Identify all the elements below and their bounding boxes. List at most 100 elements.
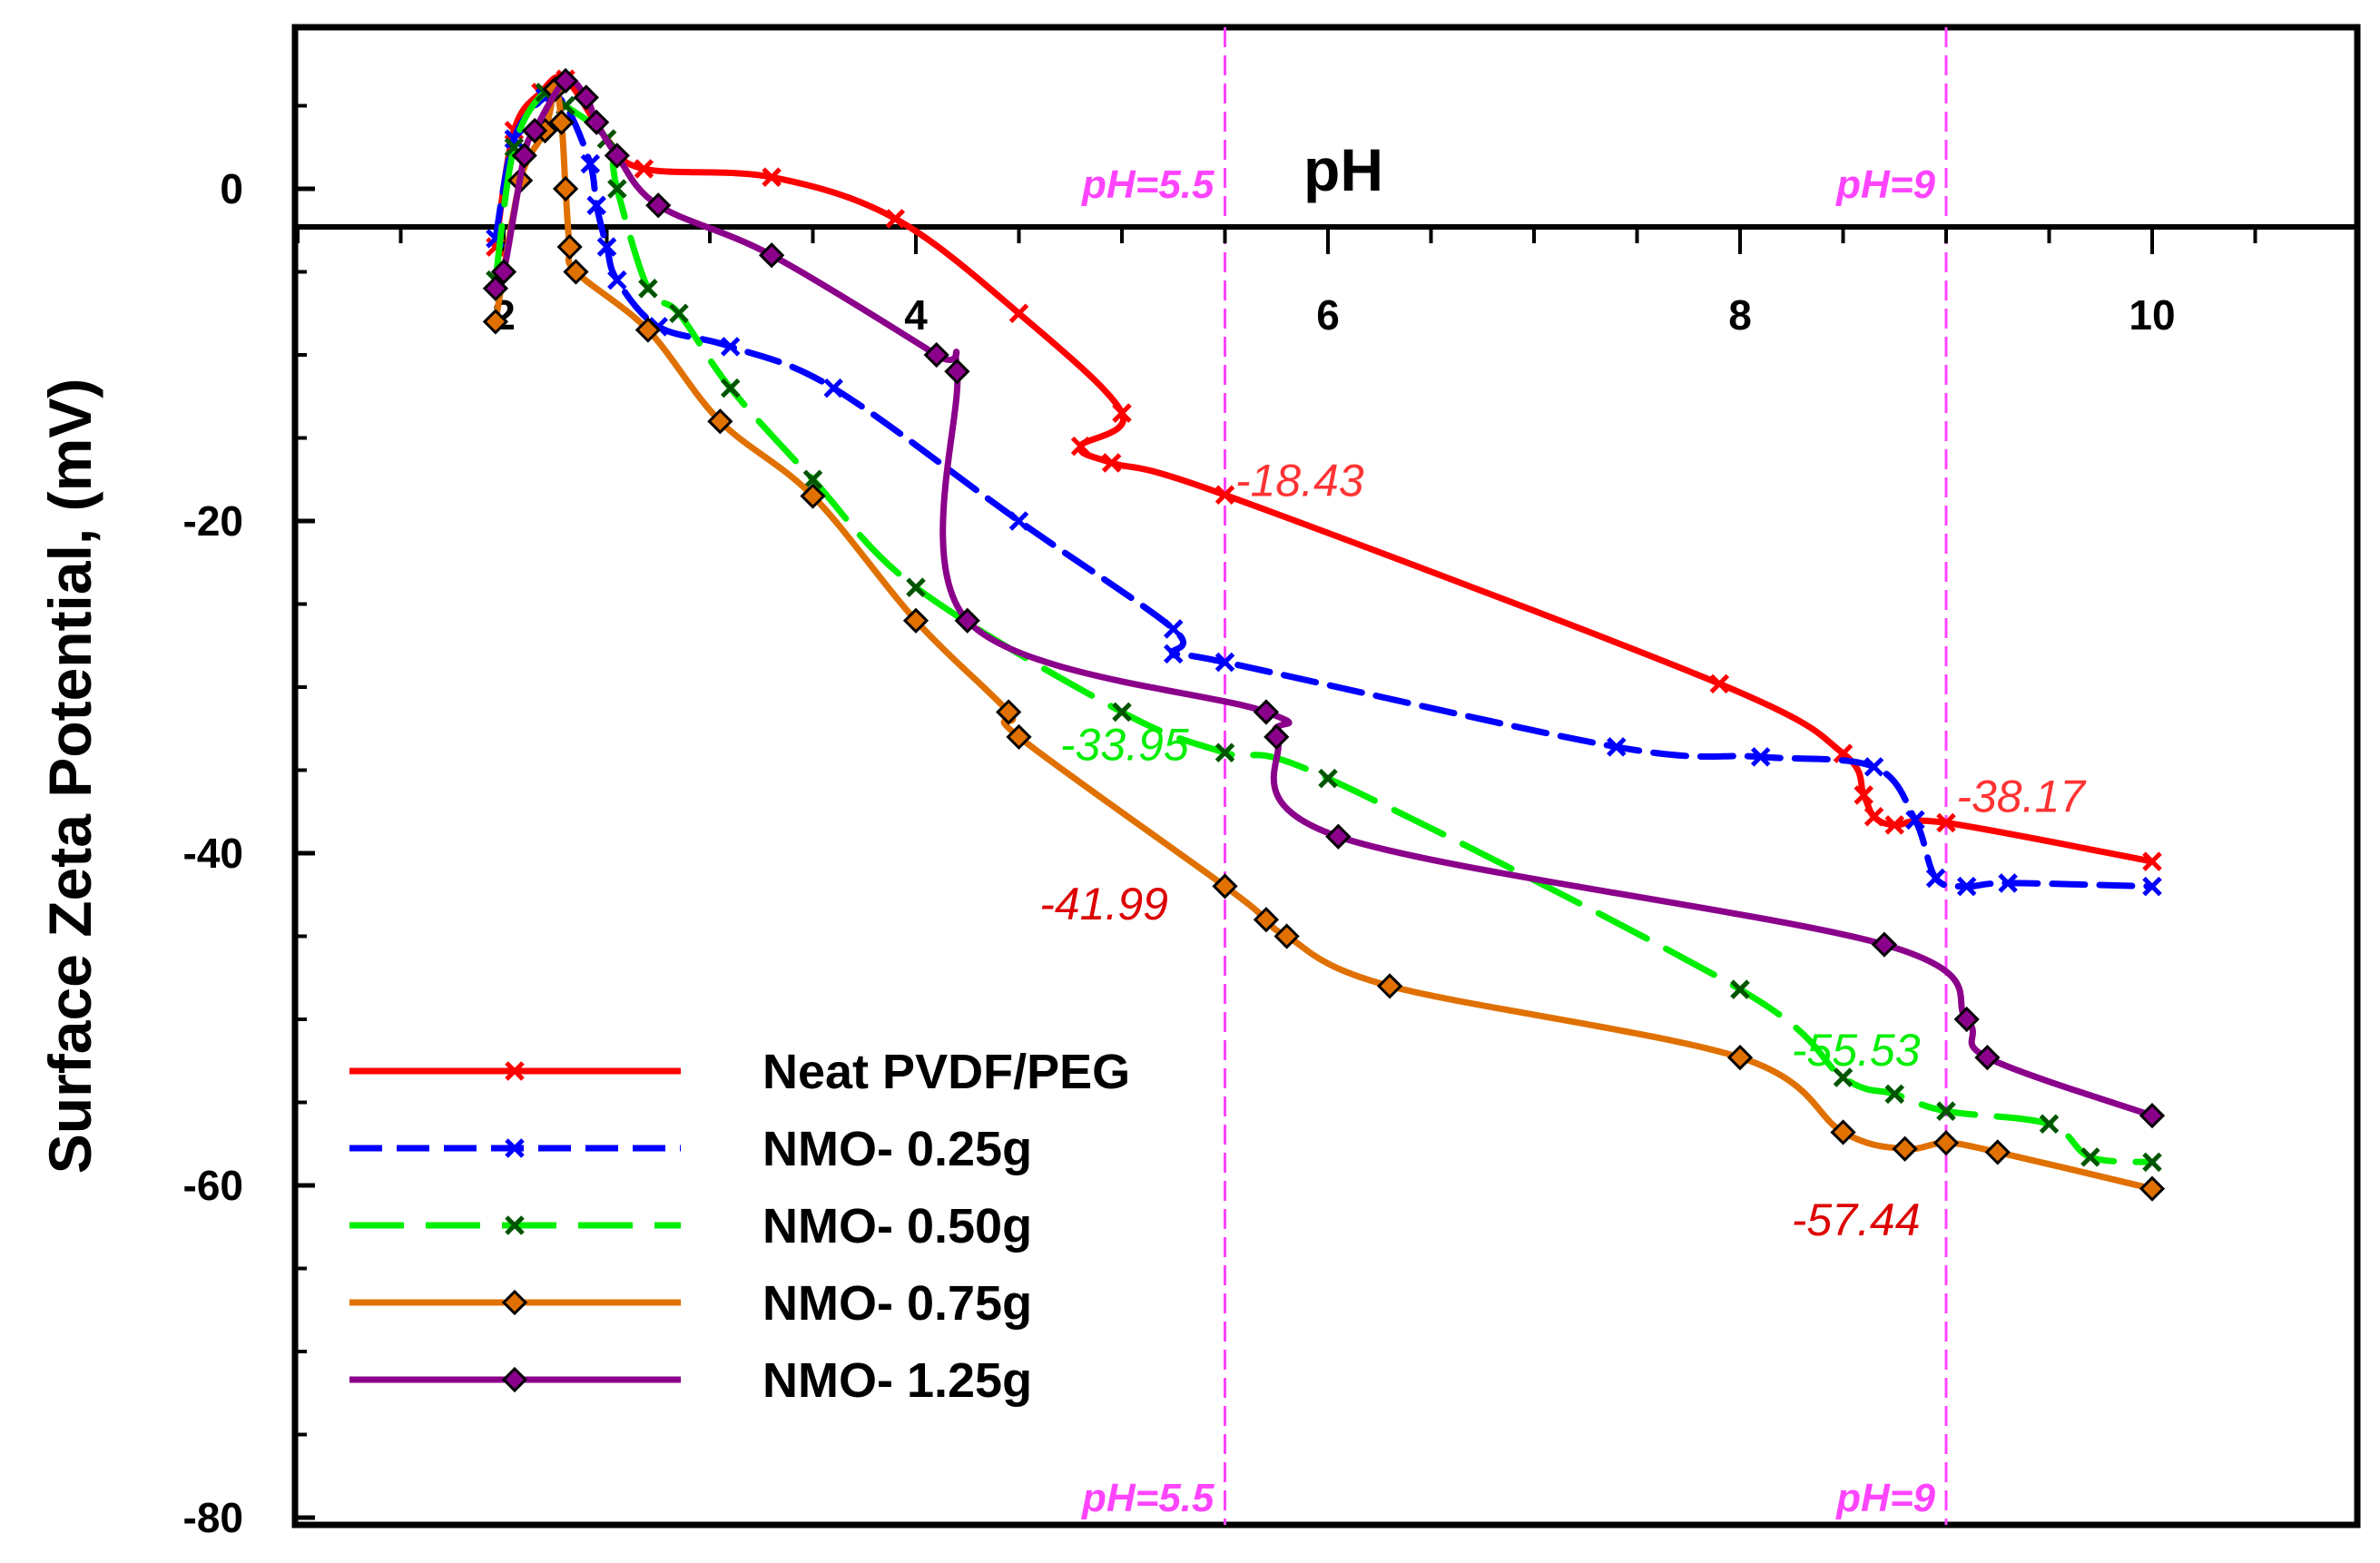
data-point <box>552 67 579 94</box>
data-point <box>669 303 689 324</box>
value-annotation: -33.95 <box>1060 720 1189 771</box>
x-tick-label: 6 <box>1316 291 1340 339</box>
legend-label: NMO- 0.75g <box>762 1276 1032 1331</box>
marker-stroke <box>2142 851 2162 871</box>
y-axis-title: Surface Zeta Potential, (mV) <box>36 378 103 1175</box>
marker-stroke <box>638 279 658 299</box>
data-point <box>1953 1006 1980 1033</box>
data-point <box>707 408 733 435</box>
data-point <box>1318 768 1338 789</box>
marker-stroke <box>2080 1147 2100 1167</box>
marker-stroke <box>1833 743 1854 763</box>
data-point <box>1854 785 1874 805</box>
data-point <box>1070 436 1091 457</box>
marker-stroke <box>1318 768 1338 789</box>
data-point <box>1274 923 1300 949</box>
data-point <box>1892 1135 1918 1162</box>
data-point <box>1933 1130 1960 1156</box>
value-annotation: -55.53 <box>1792 1025 1921 1076</box>
series-2 <box>486 83 2162 1173</box>
marker-stroke <box>1884 1084 1905 1105</box>
data-point <box>482 275 509 301</box>
reference-label-top: pH=9 <box>1835 162 1935 207</box>
marker-stroke <box>1750 747 1771 767</box>
data-point <box>634 159 654 179</box>
annotations: -18.43 -33.95 -41.99 -38.17 -55.53 -57.44 <box>1039 456 2087 1245</box>
data-point <box>604 143 630 169</box>
data-point <box>902 607 929 634</box>
legend-entry: Neat PVDF/PEG <box>349 1045 1130 1099</box>
marker-stroke <box>906 577 926 597</box>
legend-entry: NMO- 0.25g <box>349 1122 1032 1176</box>
value-annotation: -57.44 <box>1792 1194 1921 1245</box>
series-4 <box>482 67 2166 1129</box>
y-tick-label: 0 <box>220 165 243 212</box>
marker-stroke <box>505 1061 525 1081</box>
data-point <box>552 175 579 202</box>
data-point <box>1998 873 2018 893</box>
data-point <box>2039 1114 2060 1135</box>
data-point <box>638 279 658 299</box>
marker-stroke <box>580 153 601 174</box>
reference-lines: pH=5.5 pH=5.5 pH=9 pH=9 <box>1081 27 1948 1525</box>
marker-stroke <box>802 469 823 490</box>
data-point <box>1864 806 1884 827</box>
legend-marker <box>505 1138 525 1158</box>
data-point <box>720 337 741 357</box>
marker-stroke <box>1215 742 1235 763</box>
data-point <box>2139 1103 2166 1129</box>
legend-entry: NMO- 0.50g <box>349 1199 1032 1253</box>
y-tick-label: -80 <box>183 1494 243 1541</box>
data-point <box>1864 757 1884 777</box>
x-tick-label: 4 <box>904 291 928 339</box>
data-point <box>1215 652 1235 673</box>
legend-label: NMO- 0.50g <box>762 1199 1032 1253</box>
marker-stroke <box>596 237 617 257</box>
data-point <box>634 317 662 343</box>
data-point <box>996 699 1022 725</box>
data-point <box>1264 723 1290 751</box>
data-point <box>1750 747 1771 767</box>
data-point <box>906 577 926 597</box>
data-point <box>1936 1101 1956 1121</box>
data-point <box>580 153 601 174</box>
data-point <box>490 259 517 285</box>
legend-label: Neat PVDF/PEG <box>762 1045 1130 1099</box>
marker-stroke <box>1070 436 1091 457</box>
marker-stroke <box>720 337 741 357</box>
marker-stroke <box>1925 868 1946 889</box>
data-point <box>2142 876 2162 897</box>
data-point <box>573 84 599 111</box>
marker-stroke <box>2142 1152 2162 1173</box>
data-point <box>1008 511 1029 531</box>
data-point <box>1112 702 1132 723</box>
marker-stroke <box>634 159 654 179</box>
marker-stroke <box>1215 652 1235 673</box>
marker-stroke <box>762 167 782 187</box>
data-point <box>1884 815 1905 835</box>
marker-stroke <box>607 179 627 199</box>
data-point <box>1833 1067 1854 1087</box>
data-point <box>482 309 509 335</box>
data-point <box>1956 876 1977 897</box>
marker-stroke <box>1709 673 1730 694</box>
data-point <box>1101 453 1122 473</box>
data-point <box>548 109 575 135</box>
data-point <box>645 192 672 219</box>
data-point <box>1215 742 1235 763</box>
data-point <box>954 607 980 634</box>
value-annotation: -41.99 <box>1039 879 1168 929</box>
marker-stroke <box>504 137 525 158</box>
marker-stroke <box>505 1138 525 1158</box>
axes: 0-20-40-60-802 4 6 8 10 <box>183 103 2360 1541</box>
data-point <box>1730 979 1750 999</box>
data-point <box>2139 1175 2166 1202</box>
series-3 <box>482 76 2166 1202</box>
data-point <box>607 270 627 290</box>
data-point <box>1871 931 1898 958</box>
plot-area-frame <box>291 24 2361 1529</box>
data-point <box>511 143 537 169</box>
data-point <box>1008 303 1029 324</box>
marker-stroke <box>586 195 606 216</box>
